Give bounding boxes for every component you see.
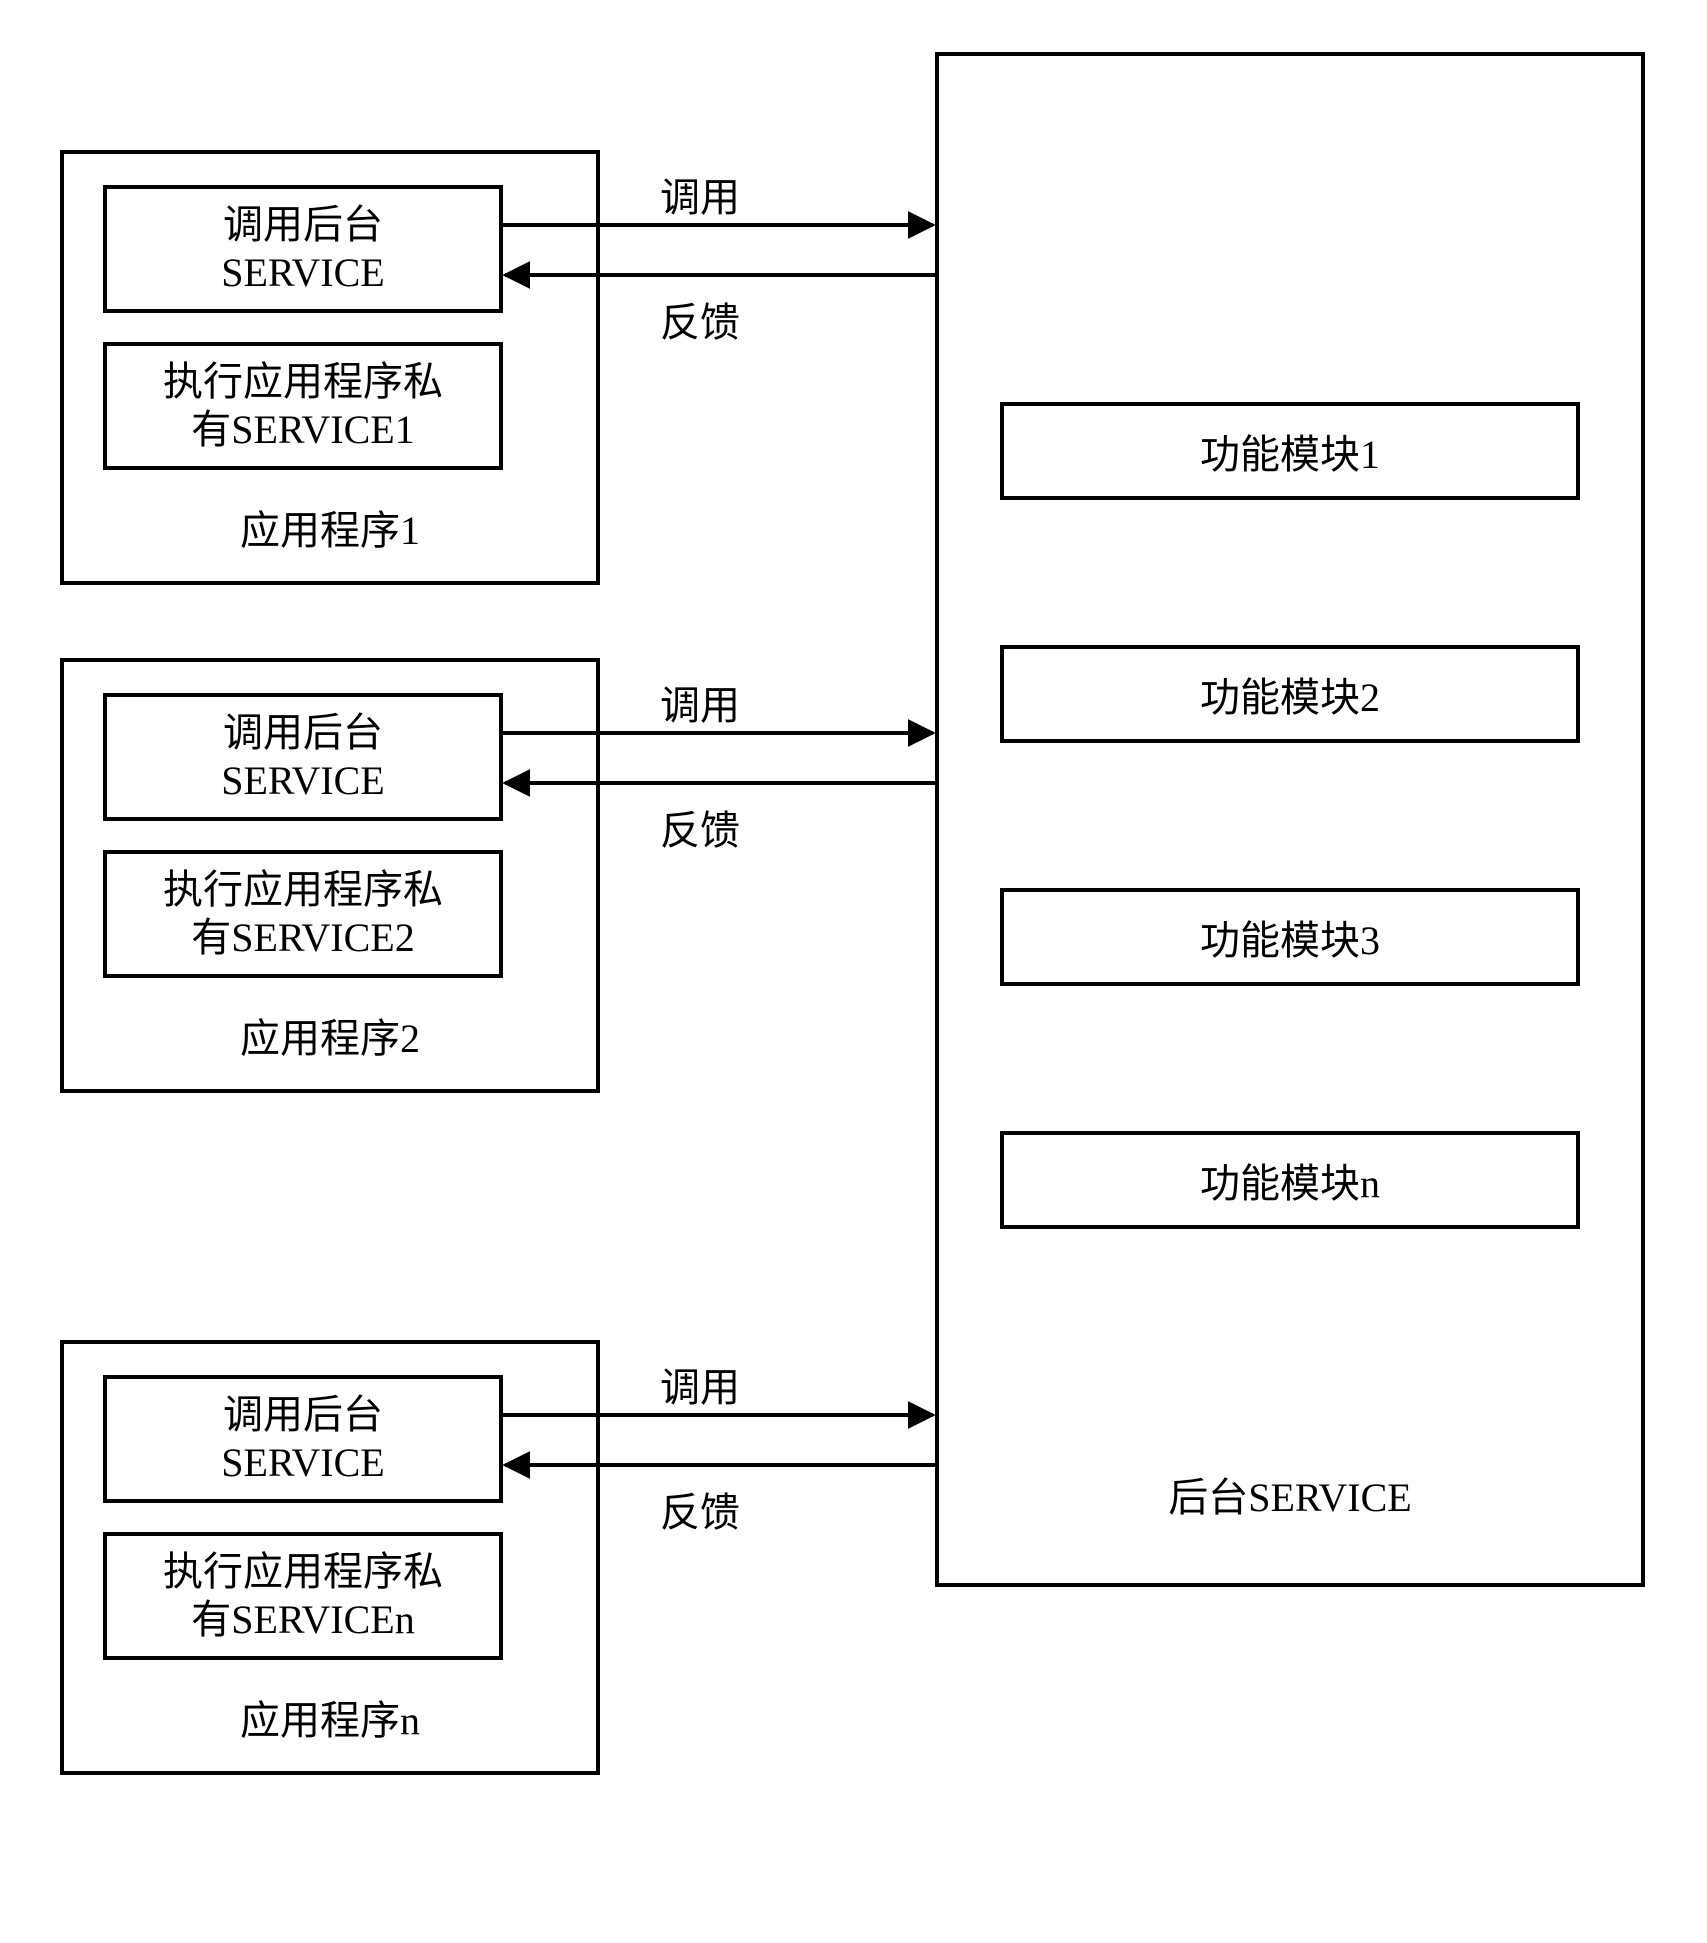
edge2-call-label: 调用 — [660, 673, 740, 731]
module-3-label: 功能模块3 — [1200, 908, 1380, 966]
module-1-box: 功能模块1 — [1000, 402, 1580, 500]
appn-call-line2: SERVICE — [221, 1439, 384, 1487]
app1-private-box: 执行应用程序私 有SERVICE1 — [103, 342, 503, 470]
app1-private-line2: 有SERVICE1 — [191, 406, 414, 454]
module-2-box: 功能模块2 — [1000, 645, 1580, 743]
app1-call-box: 调用后台 SERVICE — [103, 185, 503, 313]
app1-call-line1: 调用后台 — [223, 201, 383, 249]
appn-private-line2: 有SERVICEn — [191, 1596, 414, 1644]
app1-call-line2: SERVICE — [221, 249, 384, 297]
app1-private-line1: 执行应用程序私 — [163, 358, 443, 406]
edgen-call-label: 调用 — [660, 1355, 740, 1413]
appn-title: 应用程序n — [64, 1688, 596, 1746]
app2-call-line1: 调用后台 — [223, 709, 383, 757]
app2-private-line1: 执行应用程序私 — [163, 866, 443, 914]
edge1-call-label: 调用 — [660, 165, 740, 223]
module-2-label: 功能模块2 — [1200, 665, 1380, 723]
edge1-fb-label: 反馈 — [660, 290, 740, 348]
edge2-fb-label: 反馈 — [660, 798, 740, 856]
app2-private-box: 执行应用程序私 有SERVICE2 — [103, 850, 503, 978]
appn-private-box: 执行应用程序私 有SERVICEn — [103, 1532, 503, 1660]
module-1-label: 功能模块1 — [1200, 422, 1380, 480]
edgen-fb-label: 反馈 — [660, 1480, 740, 1538]
appn-call-line1: 调用后台 — [223, 1391, 383, 1439]
appn-call-box: 调用后台 SERVICE — [103, 1375, 503, 1503]
module-3-box: 功能模块3 — [1000, 888, 1580, 986]
app2-call-box: 调用后台 SERVICE — [103, 693, 503, 821]
app1-title: 应用程序1 — [64, 498, 596, 556]
module-n-box: 功能模块n — [1000, 1131, 1580, 1229]
app2-call-line2: SERVICE — [221, 757, 384, 805]
backend-service-box: 后台SERVICE — [935, 52, 1645, 1587]
backend-service-label: 后台SERVICE — [939, 1465, 1641, 1523]
app2-private-line2: 有SERVICE2 — [191, 914, 414, 962]
app2-title: 应用程序2 — [64, 1006, 596, 1064]
appn-private-line1: 执行应用程序私 — [163, 1548, 443, 1596]
module-n-label: 功能模块n — [1200, 1151, 1380, 1209]
